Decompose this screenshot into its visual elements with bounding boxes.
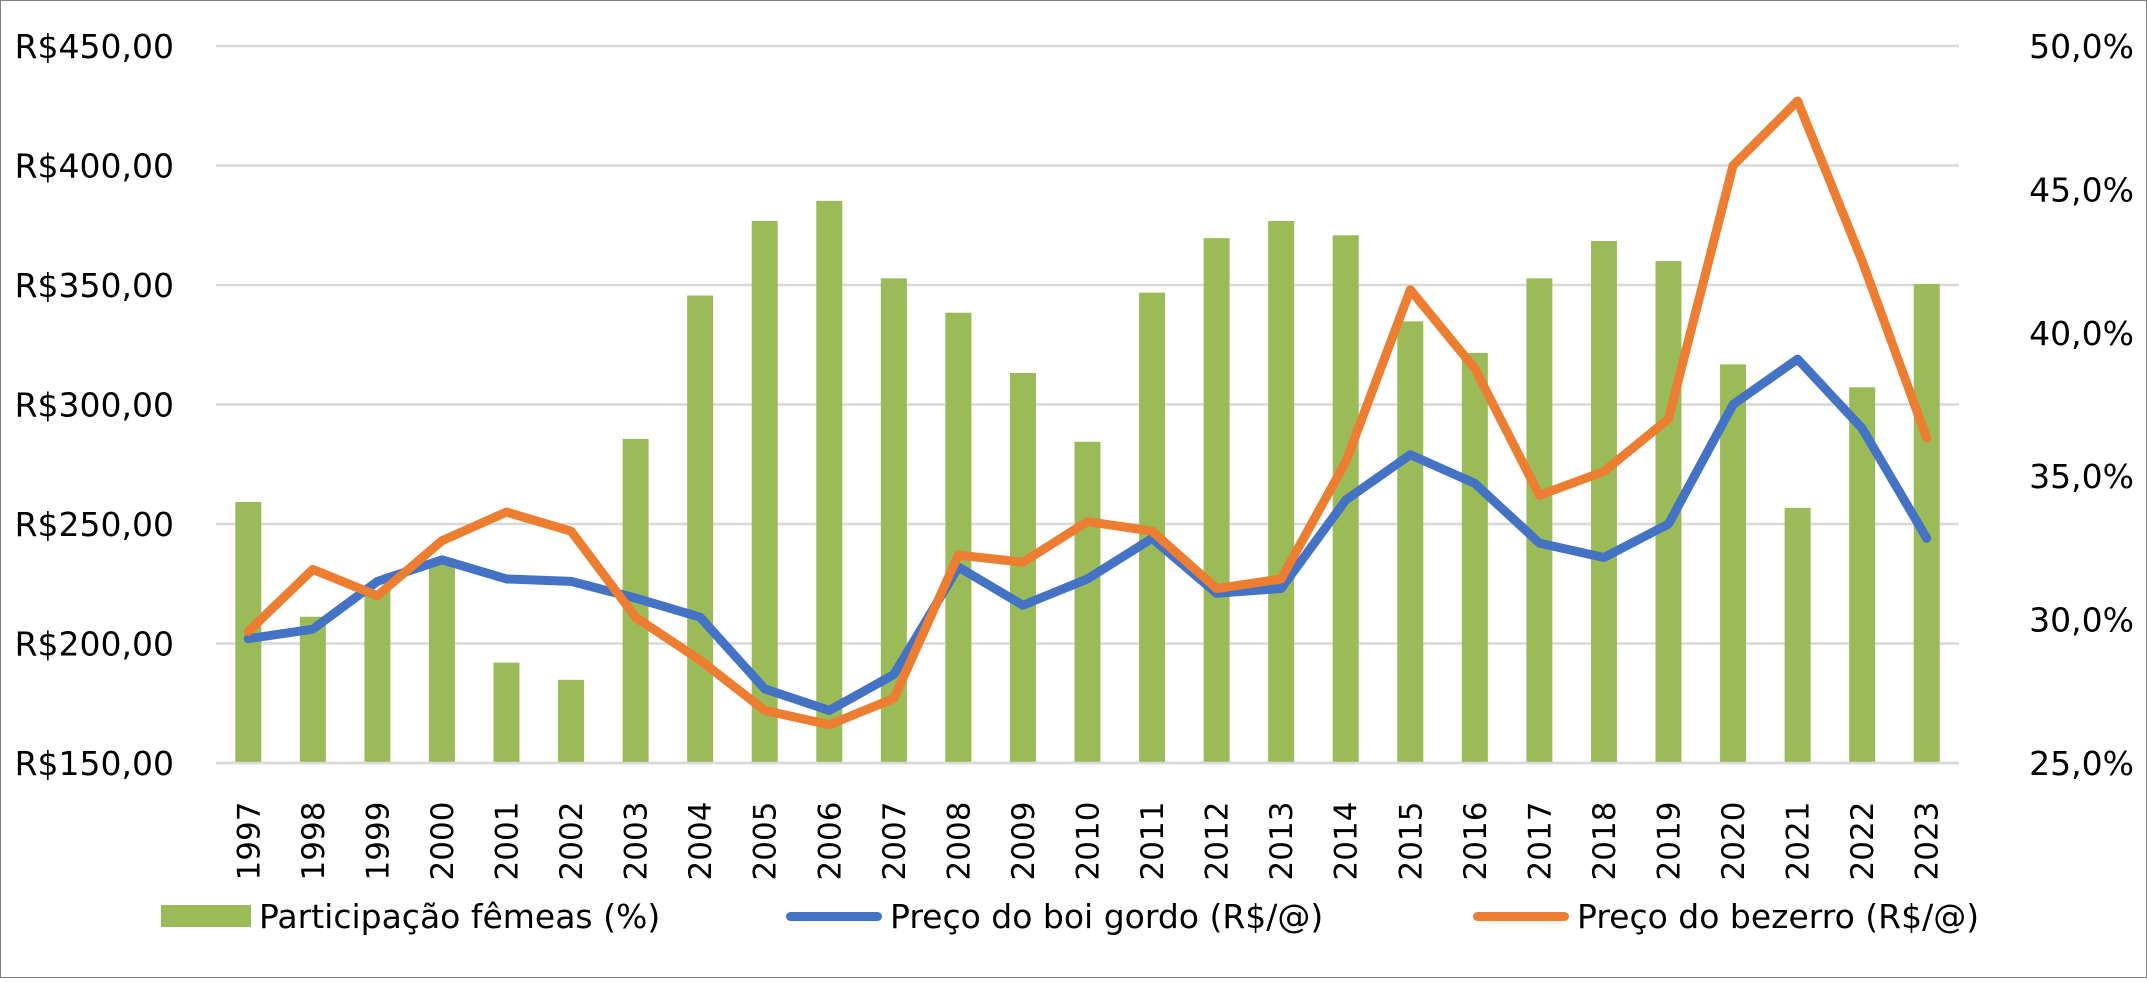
- x-tick-label: 2014: [1329, 802, 1365, 881]
- legend-label-bars: Participação fêmeas (%): [259, 896, 661, 936]
- bar: [816, 200, 843, 763]
- x-tick-label: 2017: [1522, 802, 1558, 881]
- legend-label-bezerro: Preço do bezerro (R$/@): [1577, 896, 1980, 936]
- right-tick-label: 40,0%: [2029, 314, 2134, 353]
- right-tick-label: 30,0%: [2029, 601, 2134, 640]
- left-tick-label: R$200,00: [15, 625, 174, 664]
- x-tick-label: 2012: [1200, 802, 1236, 881]
- bar: [1268, 220, 1295, 763]
- bar: [1784, 507, 1811, 763]
- left-tick-label: R$350,00: [15, 266, 174, 305]
- left-y-axis: R$150,00 R$200,00 R$250,00 R$300,00 R$350,00…: [15, 27, 174, 783]
- legend-swatch-boi: [786, 911, 882, 921]
- bar: [558, 679, 585, 763]
- bar: [687, 295, 714, 763]
- left-tick-label: R$300,00: [15, 386, 174, 425]
- right-tick-label: 50,0%: [2029, 27, 2134, 66]
- bar: [364, 590, 391, 763]
- x-tick-label: 2019: [1652, 802, 1688, 881]
- x-tick-label: 1998: [296, 802, 332, 881]
- x-axis: 1997 1998 1999 2000 2001 2002 2003 2004 2005 2006…: [216, 761, 1959, 881]
- bar: [945, 312, 972, 763]
- bar: [428, 562, 455, 763]
- line-bezerro: [243, 96, 1932, 730]
- bar: [1203, 238, 1230, 763]
- line-series: [243, 96, 1932, 730]
- x-tick-label: 2021: [1781, 802, 1817, 881]
- x-tick-label: 2009: [1006, 802, 1042, 881]
- left-tick-label: R$150,00: [15, 744, 174, 783]
- left-tick-label: R$400,00: [15, 147, 174, 186]
- x-tick-label: 2018: [1587, 802, 1623, 881]
- legend-swatch-bars: [161, 905, 251, 927]
- x-tick-label: 2001: [490, 802, 526, 881]
- x-tick-label: 2007: [877, 802, 913, 881]
- bar: [299, 616, 326, 763]
- x-tick-label: 2023: [1910, 802, 1946, 881]
- legend-item-boi: Preço do boi gordo (R$/@): [786, 886, 1323, 946]
- line-boi-gordo: [243, 354, 1932, 715]
- bar: [493, 662, 520, 763]
- legend-swatch-bezerro: [1473, 911, 1569, 921]
- x-tick-label: 2010: [1071, 802, 1107, 881]
- x-tick-label: 2013: [1264, 802, 1300, 881]
- x-tick-label: 2004: [683, 802, 719, 881]
- x-tick-label: 2002: [554, 802, 590, 881]
- right-tick-label: 35,0%: [2029, 457, 2134, 496]
- x-tick-label: 2022: [1845, 802, 1881, 881]
- bar: [1461, 352, 1488, 763]
- left-tick-label: R$450,00: [15, 27, 174, 66]
- legend-item-bars: Participação fêmeas (%): [161, 886, 660, 946]
- left-tick-label: R$250,00: [15, 505, 174, 544]
- legend-label-boi: Preço do boi gordo (R$/@): [890, 896, 1324, 936]
- bar: [1074, 441, 1101, 763]
- legend: Participação fêmeas (%) Preço do boi gor…: [1, 886, 2147, 946]
- x-tick-label: 1997: [231, 802, 267, 881]
- x-tick-label: 2011: [1135, 802, 1171, 881]
- x-tick-label: 1999: [360, 802, 396, 881]
- legend-item-bezerro: Preço do bezerro (R$/@): [1473, 886, 1979, 946]
- bar: [1720, 364, 1747, 763]
- x-tick-label: 2016: [1458, 802, 1494, 881]
- bar: [1526, 278, 1553, 763]
- right-tick-label: 25,0%: [2029, 744, 2134, 783]
- x-tick-label: 2005: [748, 802, 784, 881]
- x-tick-label: 2003: [619, 802, 655, 881]
- right-y-axis: 25,0% 30,0% 35,0% 40,0% 45,0% 50,0%: [2029, 27, 2134, 783]
- right-tick-label: 45,0%: [2029, 170, 2134, 209]
- x-tick-label: 2015: [1393, 802, 1429, 881]
- x-tick-label: 2008: [941, 802, 977, 881]
- bar: [1590, 241, 1617, 764]
- x-tick-label: 2000: [425, 802, 461, 881]
- x-tick-label: 2006: [812, 802, 848, 881]
- x-tick-label: 2020: [1716, 802, 1752, 881]
- bar: [1009, 372, 1036, 763]
- bar: [1397, 321, 1424, 763]
